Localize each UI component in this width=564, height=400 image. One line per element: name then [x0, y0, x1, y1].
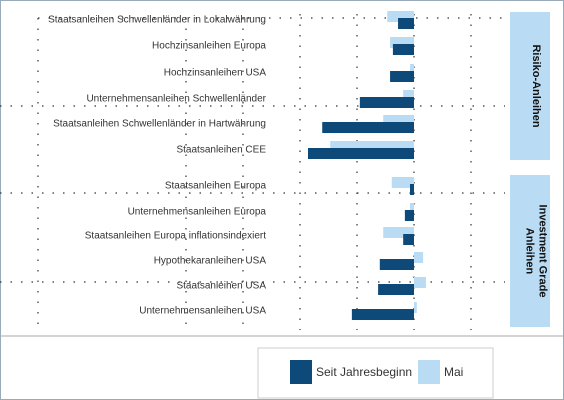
group-panel-label: Risiko-Anleihen — [530, 44, 542, 127]
bar — [330, 141, 414, 152]
legend-swatch — [290, 360, 312, 384]
bar — [379, 259, 414, 270]
bar — [390, 37, 414, 48]
group-label: Risiko-Anleihen — [530, 44, 542, 127]
bar — [383, 227, 414, 238]
bar — [414, 302, 417, 313]
group-label: Investment Grade — [537, 205, 549, 298]
category-label: Staatsanleihen Europa inflationsindexier… — [85, 231, 266, 242]
legend-box — [257, 347, 494, 399]
bar — [414, 252, 424, 263]
group-panel — [510, 175, 550, 327]
bar — [410, 203, 414, 214]
category-label: Hypothekaranleihen USA — [154, 256, 267, 267]
bar — [404, 210, 414, 221]
category-label: Unternehmensanleihen Schwellenländer — [86, 94, 266, 105]
bar — [410, 64, 414, 75]
legend-label: Seit Jahresbeginn — [316, 365, 412, 379]
bar — [378, 284, 414, 295]
category-label: Unternehmensanleihen USA — [139, 306, 266, 317]
group-panel — [510, 12, 550, 160]
legend-label: Mai — [444, 365, 463, 379]
legend-swatch — [418, 360, 440, 384]
group-label: Anleihen — [524, 228, 536, 275]
category-label: Hochzinsanleihen Europa — [152, 41, 266, 52]
bar — [398, 18, 414, 29]
bar — [383, 115, 414, 126]
category-label: Unternehmensanleihen Europa — [128, 207, 267, 218]
category-label: Staatsanleihen USA — [176, 281, 266, 292]
bar — [403, 90, 414, 101]
bar — [387, 11, 414, 22]
bar — [359, 97, 414, 108]
bar — [322, 122, 414, 133]
bar — [391, 177, 414, 188]
bar — [351, 309, 414, 320]
category-label: Hochzinsanleihen USA — [164, 68, 267, 79]
category-label: Staatsanleihen Europa — [165, 181, 267, 192]
bar — [410, 184, 414, 195]
bar — [392, 44, 414, 55]
bar — [390, 71, 414, 82]
bar — [414, 277, 426, 288]
bar — [307, 148, 414, 159]
category-label: Staatsanleihen CEE — [176, 145, 266, 156]
bar — [403, 234, 414, 245]
category-label: Staatsanleihen Schwellenländer in Hartwä… — [53, 119, 266, 130]
category-label: Staatsanleihen Schwellenländer in Lokalw… — [48, 15, 266, 26]
